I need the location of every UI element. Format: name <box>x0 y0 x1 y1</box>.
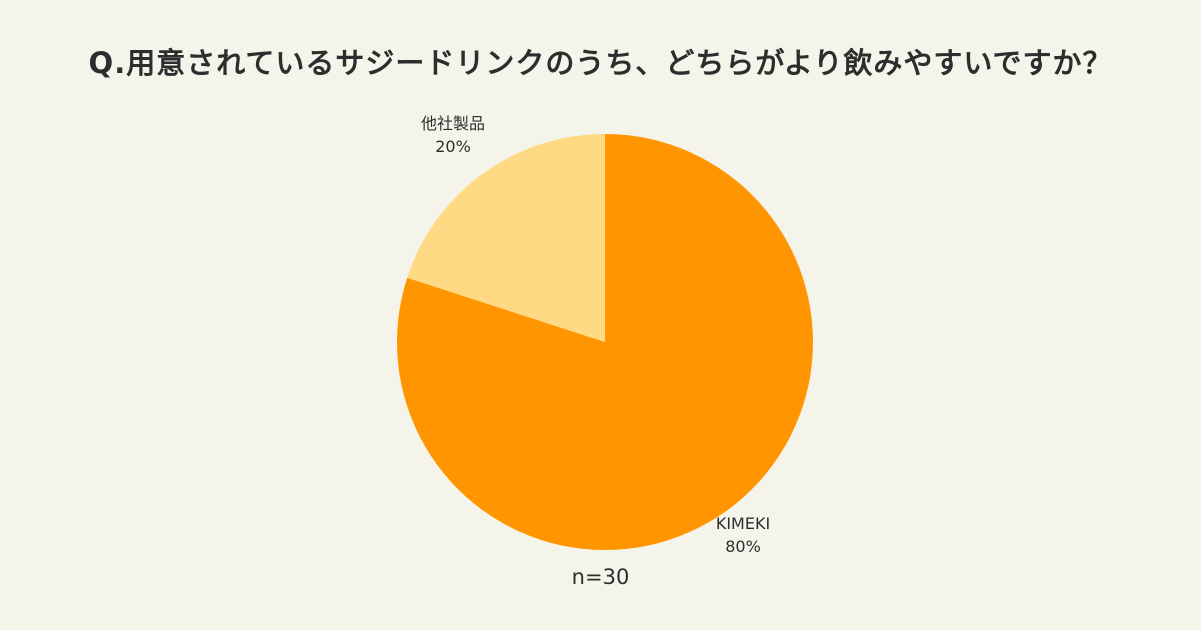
competitor-percent-label: 20% <box>435 137 471 157</box>
kimeki-percent-label: 80% <box>725 537 761 557</box>
chart-title: Q.用意されているサジードリンクのうち、どちらがより飲みやすいですか？ <box>88 46 1113 80</box>
pie-slice-kimeki <box>396 134 813 550</box>
competitor-name-label: 他社製品 <box>420 114 485 133</box>
slice-label-kimeki: KIMEKI 80% <box>663 512 823 558</box>
pie-slice-competitor-product <box>407 134 605 342</box>
sample-size-label: n=30 <box>571 565 630 589</box>
kimeki-name-label: KIMEKI <box>715 514 771 533</box>
slice-label-competitor: 他社製品 20% <box>373 112 533 158</box>
pie-chart <box>396 134 813 550</box>
